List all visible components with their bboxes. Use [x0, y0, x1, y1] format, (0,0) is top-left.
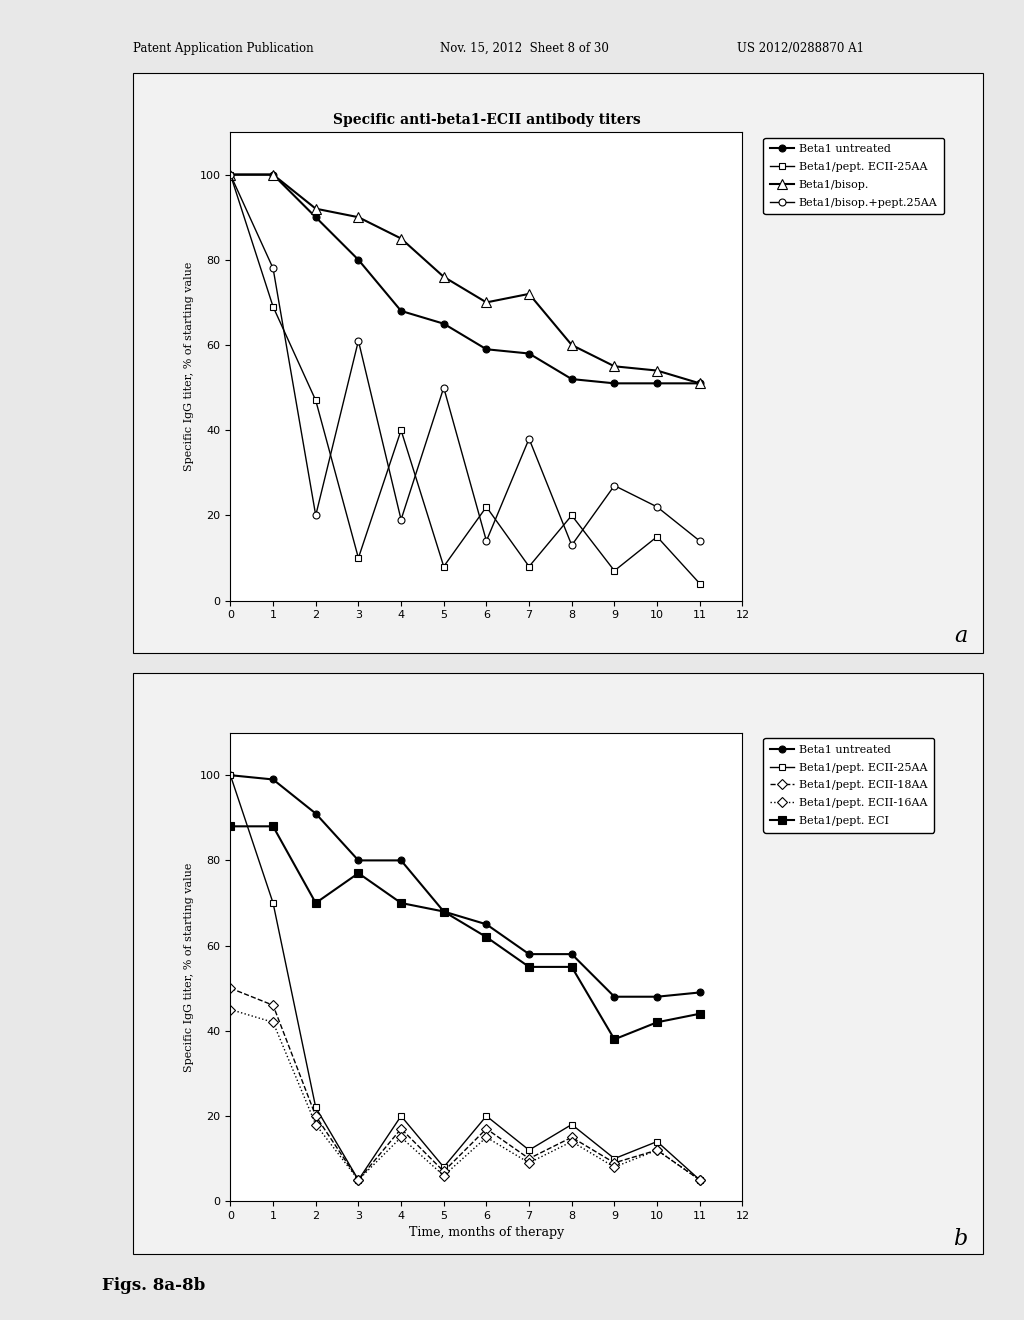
Y-axis label: Specific IgG titer, % of starting value: Specific IgG titer, % of starting value — [184, 261, 195, 471]
Text: a: a — [954, 624, 968, 647]
Text: Figs. 8a-8b: Figs. 8a-8b — [102, 1276, 206, 1294]
Text: Nov. 15, 2012  Sheet 8 of 30: Nov. 15, 2012 Sheet 8 of 30 — [440, 42, 609, 55]
Text: US 2012/0288870 A1: US 2012/0288870 A1 — [737, 42, 864, 55]
X-axis label: Time, months of therapy: Time, months of therapy — [409, 1226, 564, 1239]
Text: Patent Application Publication: Patent Application Publication — [133, 42, 313, 55]
Title: Specific anti-beta1-ECII antibody titers: Specific anti-beta1-ECII antibody titers — [333, 112, 640, 127]
Legend: Beta1 untreated, Beta1/pept. ECII-25AA, Beta1/pept. ECII-18AA, Beta1/pept. ECII-: Beta1 untreated, Beta1/pept. ECII-25AA, … — [763, 738, 934, 833]
Legend: Beta1 untreated, Beta1/pept. ECII-25AA, Beta1/bisop., Beta1/bisop.+pept.25AA: Beta1 untreated, Beta1/pept. ECII-25AA, … — [763, 137, 944, 214]
Text: b: b — [953, 1228, 968, 1250]
Y-axis label: Specific IgG titer, % of starting value: Specific IgG titer, % of starting value — [184, 862, 195, 1072]
